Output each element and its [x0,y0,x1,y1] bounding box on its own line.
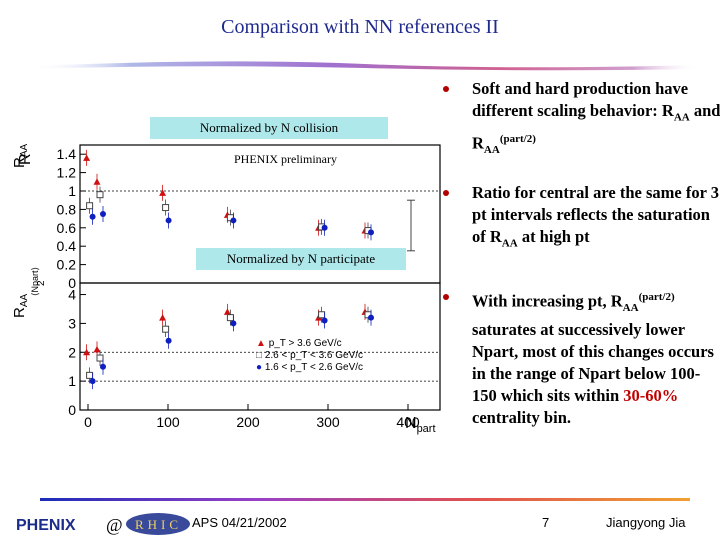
svg-text:RAA: RAA [11,293,30,318]
label-normalized-ncoll: Normalized by N collision [150,117,388,139]
footer-date: APS 04/21/2002 [192,515,287,530]
y-tick-label: 1.4 [57,146,77,162]
bullet-1-text: Soft and hard production have different … [472,79,720,157]
y-tick-label: 4 [68,287,76,303]
data-point [368,229,374,236]
data-point [96,354,104,362]
ylabel-sub: AA [19,143,30,157]
data-point [230,217,237,224]
legend: ▲ p_T > 3.6 GeV/c □ 2.6 < p_T < 3.6 GeV/… [256,338,406,374]
data-point [162,325,170,333]
y-tick-label: 0.8 [57,201,77,217]
data-point [89,213,96,220]
y-axis-label-bottom: RAA ⟨Npart⟩ 2 [4,256,47,320]
at-sign: @ [106,515,123,535]
y-tick-label: 3 [68,315,76,331]
y-tick-label: 0 [68,275,76,291]
legend-item-mid: □ 2.6 < p_T < 3.6 GeV/c [256,350,364,361]
phenix-preliminary-label: PHENIX preliminary [234,152,337,166]
legend-item-high: ▲ p_T > 3.6 GeV/c [256,338,342,349]
x-tick-label: 300 [316,414,340,430]
footer-page-number: 7 [542,515,550,530]
y-tick-label: 0.6 [57,220,77,236]
legend-label: 2.6 < p_T < 3.6 GeV/c [264,350,364,361]
ylabel-bottom-sub: AA [19,293,30,307]
title-decoration-bar [30,61,700,71]
y-tick-label: 1 [68,373,76,389]
footer-author: Jiangyong Jia [606,515,686,530]
data-point [223,308,231,315]
bullet-dot-icon [443,86,449,92]
xlabel-n: N [405,415,417,432]
data-point [165,217,172,224]
data-point [89,378,96,385]
ylabel-r: R [11,157,28,168]
y-axis-label-top: RAA [6,130,32,170]
bullet-3-text: With increasing pt, RAA(part/2) saturate… [472,291,714,427]
y-tick-label: 0.4 [57,238,77,254]
phenix-rhic-logo: PHENIX @ RHIC [10,510,190,536]
data-point [230,320,237,327]
rhic-logo-text: RHIC [135,517,182,532]
data-point [321,317,328,324]
legend-item-low: ● 1.6 < p_T < 2.6 GeV/c [256,362,364,373]
y-tick-label: 0 [68,402,76,418]
slide-title: Comparison with NN references II [221,16,499,38]
data-point [83,154,91,161]
legend-label: 1.6 < p_T < 2.6 GeV/c [264,362,364,373]
y-axis-label-top: R [17,153,34,165]
data-point [165,337,172,344]
rhic-logo-icon [126,513,190,535]
footer-divider [40,498,690,501]
data-point [86,371,94,379]
x-tick-label: 200 [236,414,260,430]
xlabel-sub: part [416,423,436,436]
ylabel-bottom-frac-den: 2 [36,280,44,286]
x-tick-label: 100 [156,414,180,430]
label-normalized-npart: Normalized by N participate [196,248,406,270]
svg-text:RAA: RAA [11,143,30,168]
data-point [100,211,106,217]
ylabel-bottom-r: R [11,307,28,318]
y-tick-label: 1.2 [57,165,77,181]
data-point [100,363,106,370]
phenix-logo-text: PHENIX [16,517,76,534]
data-point [83,348,91,356]
panel-frame [79,282,441,411]
data-point [226,314,234,322]
data-point [321,224,328,231]
data-point [159,314,167,321]
data-point [368,314,374,321]
data-point [162,204,170,212]
x-tick-label: 0 [84,414,92,430]
ylabel-bottom-frac-num: ⟨Npart⟩ [30,267,40,296]
data-point [93,345,101,353]
bullet-dot-icon [443,190,449,196]
svg-text:R: R [17,153,34,165]
legend-label: p_T > 3.6 GeV/c [268,338,342,349]
x-axis-label: Npart [405,415,436,435]
data-point [96,191,104,199]
bullet-2-text: Ratio for central are the same for 3 pt … [472,183,719,250]
data-point [93,178,101,185]
data-point [86,202,94,210]
y-tick-label: 1 [68,183,76,199]
data-point [318,311,326,319]
bullet-dot-icon [443,294,449,300]
y-tick-label: 2 [68,344,76,360]
y-tick-label: 0.2 [57,257,77,273]
x-tick-label: 400 [396,414,420,430]
data-point [159,189,167,196]
